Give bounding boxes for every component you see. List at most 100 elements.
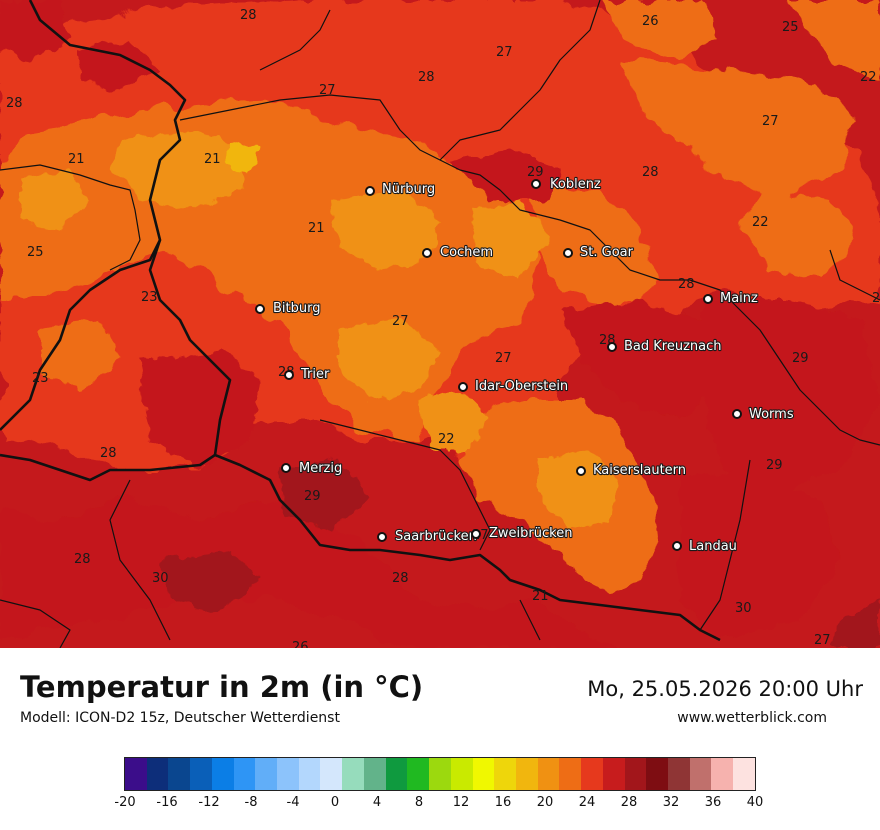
city-label: Zweibrücken <box>489 526 572 541</box>
temp-label: 29 <box>304 489 321 504</box>
temp-label: 28 <box>392 571 409 586</box>
legend-swatch <box>146 758 169 790</box>
city-bitburg[interactable]: Bitburg <box>255 300 322 317</box>
state-borders <box>0 0 880 648</box>
legend-swatch <box>472 758 495 790</box>
legend-swatch <box>168 758 191 790</box>
temp-label: 26 <box>292 640 309 648</box>
city-label: St. Goar <box>580 245 634 260</box>
city-st-goar[interactable]: St. Goar <box>563 244 635 261</box>
legend-tick-label: -4 <box>286 795 300 810</box>
legend-swatch <box>211 758 234 790</box>
legend-tick-label: 24 <box>578 795 596 810</box>
city-trier[interactable]: Trier <box>284 366 331 383</box>
legend-tick-label: 0 <box>330 795 340 810</box>
legend-tick-label: 8 <box>414 795 424 810</box>
legend-swatch <box>342 758 364 790</box>
city-nuerburg[interactable]: Nürburg <box>365 181 436 198</box>
city-label: Landau <box>689 539 737 554</box>
color-legend <box>124 757 756 791</box>
legend-tick-label: 28 <box>620 795 638 810</box>
legend-tick-label: 32 <box>662 795 680 810</box>
temp-label: 21 <box>68 152 85 167</box>
city-label: Mainz <box>720 291 758 306</box>
legend-swatch <box>559 758 582 790</box>
legend-tick-label: 16 <box>494 795 512 810</box>
city-label: Cochem <box>440 245 493 260</box>
legend-tick-label: 20 <box>536 795 554 810</box>
forecast-datetime: Mo, 25.05.2026 20:00 Uhr <box>587 677 863 701</box>
city-label: Idar-Oberstein <box>475 379 568 394</box>
temp-label: 21 <box>308 221 325 236</box>
site-url[interactable]: www.wetterblick.com <box>677 710 827 726</box>
legend-swatch <box>320 758 343 790</box>
temperature-map[interactable]: 28 26 25 22 27 27 28 28 27 21 21 29 28 2… <box>0 0 880 648</box>
legend-swatch <box>385 758 408 790</box>
temp-label: 21 <box>532 589 549 604</box>
temp-label: 27 <box>814 633 831 648</box>
temperature-labels: 28 26 25 22 27 27 28 28 27 21 21 29 28 2… <box>6 8 880 648</box>
temp-label: 23 <box>32 371 49 386</box>
temp-label: 22 <box>438 432 455 447</box>
legend-tick-label: 40 <box>746 795 764 810</box>
legend-swatch <box>363 758 386 790</box>
legend-swatch <box>255 758 278 790</box>
legend-swatch <box>646 758 668 790</box>
temp-label: 28 <box>642 165 659 180</box>
legend-swatch <box>233 758 256 790</box>
legend-swatch <box>450 758 473 790</box>
legend-swatch <box>624 758 647 790</box>
temp-label: 25 <box>782 20 799 35</box>
city-landau[interactable]: Landau <box>672 538 738 555</box>
temp-label: 27 <box>495 351 512 366</box>
temp-label: 27 <box>496 45 513 60</box>
legend-tick-label: 4 <box>372 795 382 810</box>
legend-swatch <box>407 758 430 790</box>
temp-label: 28 <box>6 96 23 111</box>
legend-swatch <box>298 758 321 790</box>
legend-ticks: -20 -16 -12 -8 -4 0 4 8 12 16 20 24 28 32 36 40 <box>114 795 763 815</box>
legend-swatch <box>711 758 734 790</box>
legend-swatch <box>277 758 299 790</box>
legend-tick-label: -12 <box>198 795 220 810</box>
legend-tick-label: -20 <box>114 795 136 810</box>
city-label: Bitburg <box>273 301 321 316</box>
temp-label: 29 <box>766 458 783 473</box>
city-merzig[interactable]: Merzig <box>281 460 343 477</box>
temperature-field <box>0 0 880 648</box>
temp-label: 27 <box>392 314 409 329</box>
city-mainz[interactable]: Mainz <box>703 290 759 307</box>
temp-label: 30 <box>152 571 169 586</box>
city-kaiserslautern[interactable]: Kaiserslautern <box>576 462 687 479</box>
temp-label: 28 <box>418 70 435 85</box>
temp-label: 30 <box>735 601 752 616</box>
legend-swatch <box>602 758 625 790</box>
city-bad-kreuznach[interactable]: Bad Kreuznach <box>607 338 723 355</box>
city-idar-oberstein[interactable]: Idar-Oberstein <box>458 378 569 395</box>
legend-tick-label: -8 <box>244 795 258 810</box>
city-cochem[interactable]: Cochem <box>422 244 494 261</box>
legend-swatch <box>515 758 538 790</box>
legend-swatch <box>429 758 451 790</box>
legend-tick-label: 12 <box>452 795 470 810</box>
city-label: Nürburg <box>382 182 435 197</box>
city-zweibruecken[interactable]: Zweibrücken <box>471 525 574 542</box>
temp-label: 27 <box>319 83 336 98</box>
city-label: Bad Kreuznach <box>624 339 722 354</box>
temp-label: 27 <box>762 114 779 129</box>
temp-label: 22 <box>860 70 877 85</box>
legend-swatch <box>494 758 516 790</box>
legend-swatch <box>581 758 603 790</box>
city-koblenz[interactable]: Koblenz <box>531 176 602 193</box>
city-label: Kaiserslautern <box>593 463 686 478</box>
temp-label: 25 <box>27 245 44 260</box>
model-subtitle: Modell: ICON-D2 15z, Deutscher Wetterdie… <box>20 710 340 726</box>
legend-swatch <box>537 758 560 790</box>
city-saarbruecken[interactable]: Saarbrücken <box>377 528 478 545</box>
city-worms[interactable]: Worms <box>732 406 795 423</box>
legend-tick-label: -16 <box>156 795 178 810</box>
legend-swatch <box>125 758 147 790</box>
legend-swatch <box>689 758 712 790</box>
temp-label: 28 <box>678 277 695 292</box>
legend-swatch <box>733 758 755 790</box>
